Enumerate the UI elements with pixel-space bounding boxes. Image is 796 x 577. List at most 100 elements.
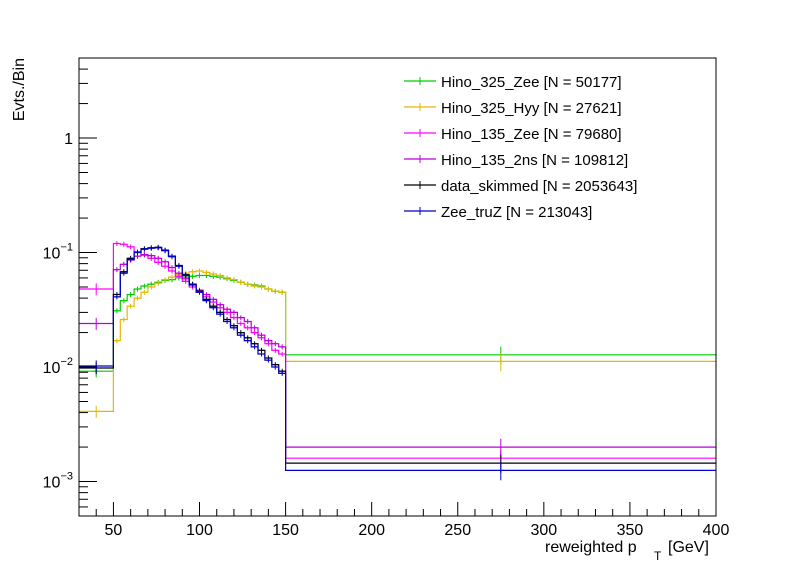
error-bar xyxy=(265,286,272,292)
error-bar xyxy=(279,344,286,350)
legend: Hino_325_Zee [N = 50177] Hino_325_Hyy [N … xyxy=(404,74,637,221)
error-bar xyxy=(93,405,100,418)
error-bar xyxy=(251,330,258,336)
error-bar xyxy=(251,283,258,289)
error-bar xyxy=(148,284,155,290)
error-bar xyxy=(224,306,231,312)
error-bar xyxy=(182,273,189,279)
legend-label: Hino_325_Hyy [N = 27621] xyxy=(441,100,622,117)
error-bar xyxy=(196,268,203,274)
error-bar xyxy=(175,263,182,269)
legend-label: Zee_truZ [N = 213043] xyxy=(441,204,592,221)
error-bar xyxy=(224,319,231,324)
error-bar xyxy=(113,294,120,300)
x-axis-title: reweighted p T [GeV] xyxy=(545,539,709,563)
legend-label: Hino_135_2ns [N = 109812] xyxy=(441,152,628,169)
error-bar xyxy=(237,321,244,326)
x-axis-title-subscript: T xyxy=(654,549,662,563)
series-5 xyxy=(79,245,716,481)
error-bar xyxy=(141,252,148,258)
error-bar xyxy=(148,245,155,251)
error-bar xyxy=(272,364,279,370)
error-bar xyxy=(93,283,100,296)
error-bar xyxy=(134,295,141,301)
error-bar xyxy=(258,351,265,357)
error-bar xyxy=(272,341,279,347)
error-bar xyxy=(230,310,237,315)
error-bar xyxy=(272,288,279,294)
x-tick-label: 400 xyxy=(703,522,730,539)
legend-entry: data_skimmed [N = 2053643] xyxy=(404,178,637,195)
error-bar xyxy=(175,270,182,276)
error-bar xyxy=(141,283,148,289)
error-bar xyxy=(162,248,169,254)
error-bar xyxy=(127,303,134,309)
error-bar xyxy=(279,351,286,357)
x-tick-label: 350 xyxy=(617,522,644,539)
error-bar xyxy=(169,265,175,271)
error-bar xyxy=(272,347,279,353)
error-bar xyxy=(203,292,210,298)
error-bar xyxy=(141,246,148,252)
error-bar xyxy=(217,302,224,308)
error-bar xyxy=(244,325,251,331)
y-tick-label: 10−1 xyxy=(43,242,73,263)
error-bar xyxy=(148,253,155,259)
error-bar xyxy=(93,317,100,330)
x-axis-title-unit: [GeV] xyxy=(668,539,709,556)
error-bar xyxy=(237,332,244,338)
error-bar xyxy=(113,267,120,273)
error-bar xyxy=(210,305,217,311)
error-bar xyxy=(189,282,196,288)
legend-label: data_skimmed [N = 2053643] xyxy=(441,178,637,195)
error-bar xyxy=(120,241,127,247)
error-bar xyxy=(258,284,265,290)
error-bar xyxy=(251,325,258,331)
error-bar xyxy=(217,273,224,279)
error-bar xyxy=(127,292,134,298)
series-1 xyxy=(79,268,716,418)
error-bar xyxy=(237,315,244,321)
x-tick-label: 200 xyxy=(358,522,385,539)
error-bar xyxy=(217,311,224,317)
error-bar xyxy=(258,332,265,338)
x-axis-title-main: reweighted p xyxy=(545,539,637,556)
error-bar xyxy=(134,286,141,292)
error-bar xyxy=(196,289,203,295)
error-bar xyxy=(162,277,169,283)
error-bar xyxy=(210,296,217,302)
error-bar xyxy=(196,273,203,279)
legend-entry: Hino_135_2ns [N = 109812] xyxy=(404,152,628,169)
error-bar xyxy=(113,308,120,314)
x-tick-label: 250 xyxy=(444,522,471,539)
series-layer xyxy=(79,241,716,481)
error-bar xyxy=(113,338,120,344)
error-bar xyxy=(244,281,251,287)
error-bar xyxy=(127,244,134,250)
error-bar xyxy=(230,277,237,283)
error-bar xyxy=(162,263,169,269)
error-bar xyxy=(155,245,162,251)
error-bar xyxy=(230,315,237,321)
legend-entry: Hino_325_Zee [N = 50177] xyxy=(404,74,622,91)
error-bar xyxy=(134,250,141,256)
y-tick-label: 1 xyxy=(64,131,73,148)
error-bar xyxy=(237,279,244,285)
error-bar xyxy=(203,270,210,275)
error-bar xyxy=(279,371,286,376)
x-tick-label: 50 xyxy=(105,522,123,539)
error-bar xyxy=(189,273,196,279)
error-bar xyxy=(189,269,196,275)
axis-layer: 50 100 150 200 250 300 350 400 10−3 10−2 10−1 1 xyxy=(43,57,730,539)
error-bar xyxy=(230,325,237,331)
error-bar xyxy=(93,360,100,373)
error-bar xyxy=(169,254,175,260)
error-bar xyxy=(265,338,272,344)
legend-entry: Hino_135_Zee [N = 79680] xyxy=(404,126,622,143)
error-bar xyxy=(244,338,251,344)
x-tick-label: 100 xyxy=(186,522,213,539)
error-bar xyxy=(155,255,162,261)
